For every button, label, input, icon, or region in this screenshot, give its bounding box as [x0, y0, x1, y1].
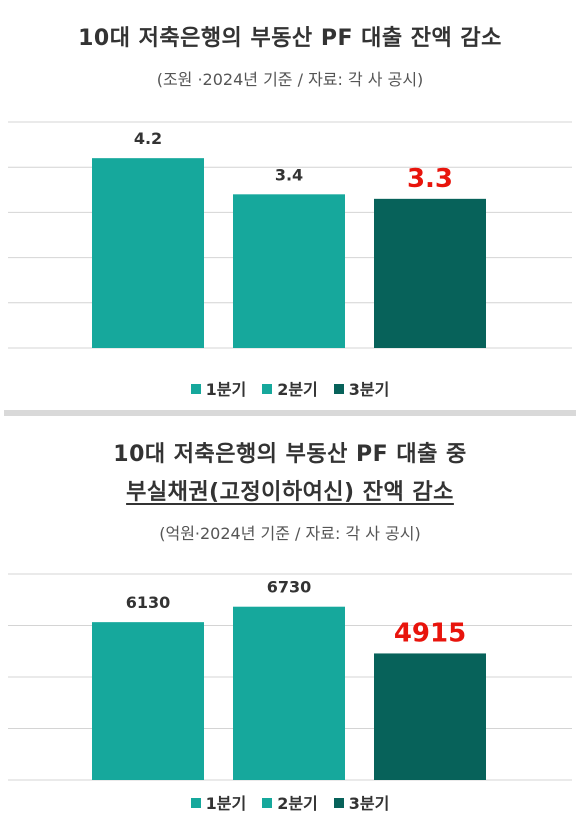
chart-2-legend-item-2: 2분기	[262, 790, 318, 814]
chart-1-legend-label-1: 1분기	[205, 380, 247, 399]
chart-1-bar-1	[92, 158, 204, 348]
chart-1-bar-2	[233, 194, 345, 348]
chart-2-bar-1	[92, 622, 204, 780]
chart-2-legend-item-3: 3분기	[333, 790, 390, 814]
chart-2-legend-label-2: 2분기	[277, 794, 318, 813]
chart-2-title-line2: 부실채권(고정이하여신) 잔액 감소	[126, 480, 454, 505]
chart-1-legend: 1분기 2분기 3분기	[0, 376, 580, 400]
chart-1-value-label-1: 4.2	[134, 129, 162, 148]
chart-2-value-label-3: 4915	[394, 618, 466, 648]
chart-2-legend-item-1: 1분기	[190, 790, 247, 814]
chart-1-legend-item-2: 2분기	[262, 376, 318, 400]
chart-1-legend-item-3: 3분기	[333, 376, 390, 400]
chart-2-value-label-2: 6730	[267, 578, 312, 597]
chart-2-legend-label-3: 3분기	[348, 794, 390, 813]
chart-2-title-line2-wrap: 부실채권(고정이하여신) 잔액 감소	[0, 474, 580, 506]
chart-1-subtitle: (조원 ·2024년 기준 / 자료: 각 사 공시)	[156, 70, 424, 89]
chart-1-legend-label-2: 2분기	[277, 380, 318, 399]
chart-panel-2: 10대 저축은행의 부동산 PF 대출 중 부실채권(고정이하여신) 잔액 감소…	[0, 416, 580, 830]
chart-2-legend-label-1: 1분기	[205, 794, 247, 813]
chart-1-legend-swatch-2	[262, 384, 273, 394]
chart-2-legend-swatch-1	[190, 798, 201, 808]
panel-divider	[4, 410, 576, 416]
chart-1-legend-label-3: 3분기	[348, 380, 390, 399]
chart-1-value-label-3: 3.3	[407, 164, 453, 194]
chart-panel-1: 10대 저축은행의 부동산 PF 대출 잔액 감소 (조원 ·2024년 기준 …	[0, 0, 580, 410]
chart-1-title: 10대 저축은행의 부동산 PF 대출 잔액 감소	[78, 26, 502, 51]
chart-2-bar-3	[374, 653, 486, 780]
chart-1-value-label-2: 3.4	[275, 165, 303, 184]
chart-2-legend-swatch-3	[333, 798, 344, 808]
chart-1-bar-3	[374, 198, 486, 348]
chart-2-title-line1: 10대 저축은행의 부동산 PF 대출 중	[113, 442, 467, 467]
chart-2-legend: 1분기 2분기 3분기	[0, 790, 580, 814]
chart-1-legend-swatch-3	[333, 384, 344, 394]
chart-2-legend-swatch-2	[262, 798, 273, 808]
chart-1-plot: 4.2 3.4 3.3	[8, 121, 572, 349]
chart-2-subtitle: (억원·2024년 기준 / 자료: 각 사 공시)	[159, 524, 421, 543]
chart-2-plot: 6130 6730 4915	[8, 573, 572, 781]
chart-1-legend-item-1: 1분기	[190, 376, 247, 400]
chart-2-bar-2	[233, 606, 345, 780]
chart-2-value-label-1: 6130	[126, 593, 171, 612]
chart-1-legend-swatch-1	[190, 384, 201, 394]
